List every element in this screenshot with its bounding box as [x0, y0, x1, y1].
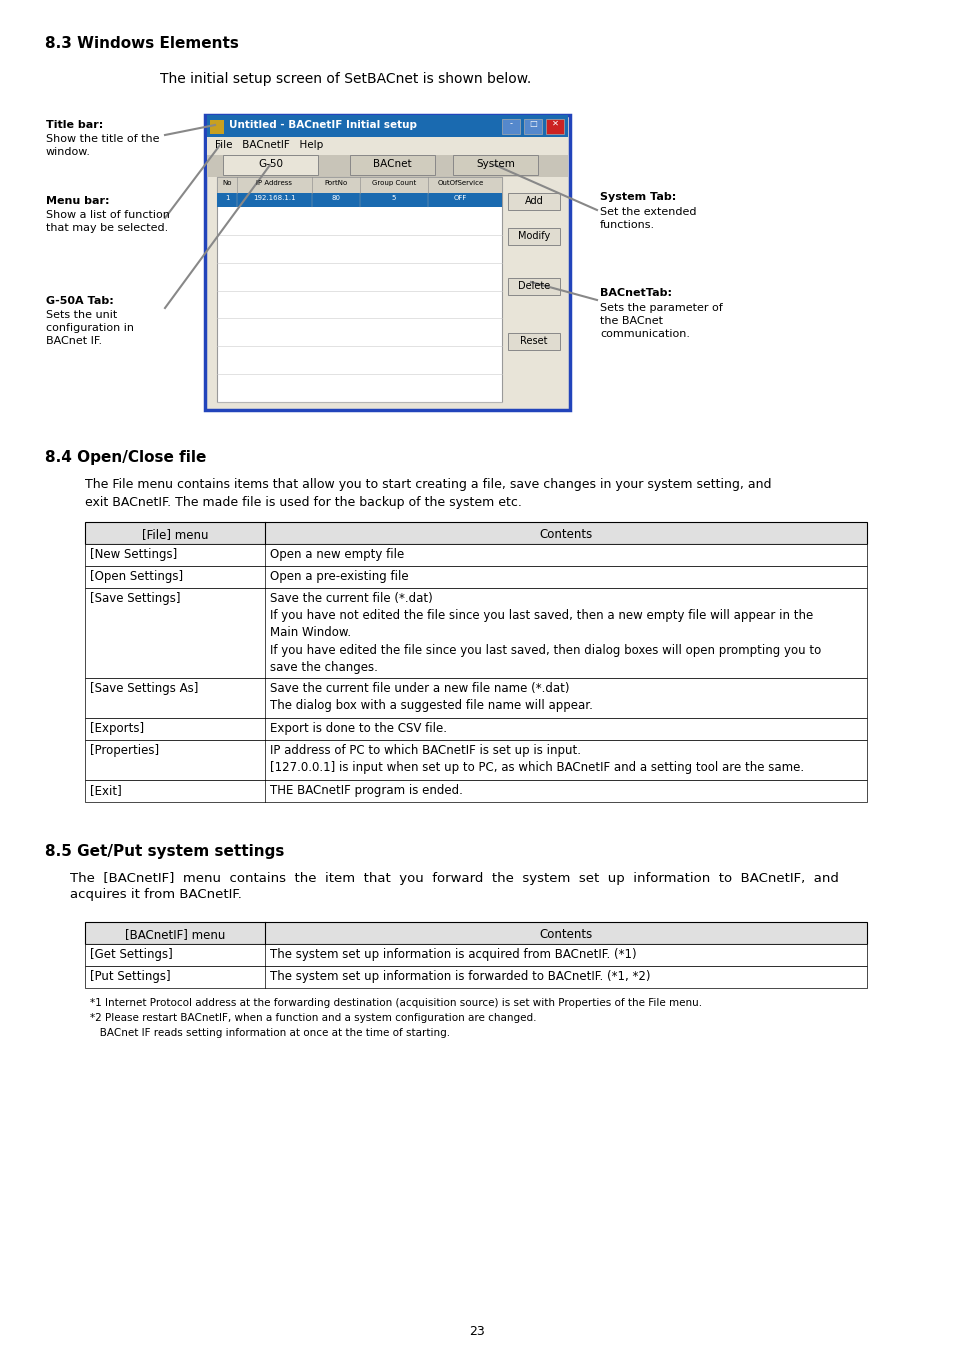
- Text: BACnetTab:: BACnetTab:: [599, 288, 671, 299]
- Text: Open a new empty file: Open a new empty file: [270, 549, 404, 561]
- Text: Untitled - BACnetIF Initial setup: Untitled - BACnetIF Initial setup: [229, 120, 416, 130]
- Bar: [207, 115, 567, 136]
- Text: 1: 1: [225, 195, 229, 201]
- Bar: [205, 115, 569, 409]
- Text: ✕: ✕: [551, 119, 558, 128]
- Text: System: System: [476, 159, 515, 169]
- Bar: [207, 136, 567, 155]
- Bar: [85, 717, 866, 740]
- Text: No: No: [222, 180, 232, 186]
- Text: OFF: OFF: [454, 195, 467, 201]
- Text: The  [BACnetIF]  menu  contains  the  item  that  you  forward  the  system  set: The [BACnetIF] menu contains the item th…: [70, 871, 838, 885]
- Text: Save the current file under a new file name (*.dat)
The dialog box with a sugges: Save the current file under a new file n…: [270, 682, 592, 712]
- Text: [BACnetIF] menu: [BACnetIF] menu: [125, 928, 225, 942]
- Text: -: -: [509, 119, 512, 128]
- Text: acquires it from BACnetIF.: acquires it from BACnetIF.: [70, 888, 242, 901]
- Text: Export is done to the CSV file.: Export is done to the CSV file.: [270, 721, 447, 735]
- Text: *1 Internet Protocol address at the forwarding destination (acquisition source) : *1 Internet Protocol address at the forw…: [90, 998, 701, 1008]
- Text: [Save Settings As]: [Save Settings As]: [90, 682, 198, 694]
- Text: [New Settings]: [New Settings]: [90, 549, 177, 561]
- Text: G-50: G-50: [257, 159, 283, 169]
- Text: Set the extended
functions.: Set the extended functions.: [599, 207, 696, 230]
- Bar: [350, 155, 435, 176]
- Bar: [85, 566, 866, 588]
- Bar: [85, 588, 866, 678]
- Text: [File] menu: [File] menu: [142, 528, 208, 540]
- Text: IP address of PC to which BACnetIF is set up is input.
[127.0.0.1] is input when: IP address of PC to which BACnetIF is se…: [270, 744, 803, 774]
- Bar: [216, 177, 501, 403]
- Bar: [85, 780, 866, 802]
- Bar: [85, 521, 866, 544]
- Bar: [210, 120, 224, 134]
- Bar: [85, 678, 866, 717]
- Bar: [507, 332, 559, 350]
- Text: Sets the unit
configuration in
BACnet IF.: Sets the unit configuration in BACnet IF…: [46, 309, 133, 346]
- Text: 8.5 Get/Put system settings: 8.5 Get/Put system settings: [45, 844, 284, 859]
- Text: [Properties]: [Properties]: [90, 744, 159, 757]
- Text: Open a pre-existing file: Open a pre-existing file: [270, 570, 408, 584]
- Text: 5: 5: [392, 195, 395, 201]
- Text: [Put Settings]: [Put Settings]: [90, 970, 171, 984]
- Text: Modify: Modify: [517, 231, 550, 240]
- Bar: [85, 921, 866, 944]
- Text: The system set up information is forwarded to BACnetIF. (*1, *2): The system set up information is forward…: [270, 970, 650, 984]
- Text: PortNo: PortNo: [324, 180, 347, 186]
- Text: [Open Settings]: [Open Settings]: [90, 570, 183, 584]
- Bar: [504, 177, 564, 403]
- Text: File   BACnetIF   Help: File BACnetIF Help: [214, 141, 323, 150]
- Text: [Exit]: [Exit]: [90, 784, 122, 797]
- Text: [Exports]: [Exports]: [90, 721, 144, 735]
- Text: BACnet: BACnet: [373, 159, 412, 169]
- Text: G-50A Tab:: G-50A Tab:: [46, 296, 113, 305]
- Text: BACnet IF reads setting information at once at the time of starting.: BACnet IF reads setting information at o…: [90, 1028, 450, 1038]
- Text: The system set up information is acquired from BACnetIF. (*1): The system set up information is acquire…: [270, 948, 636, 961]
- Bar: [85, 966, 866, 988]
- Text: Group Count: Group Count: [372, 180, 416, 186]
- Bar: [216, 177, 501, 193]
- Bar: [223, 155, 317, 176]
- Bar: [216, 193, 501, 207]
- Text: OutOfService: OutOfService: [436, 180, 483, 186]
- Text: THE BACnetIF program is ended.: THE BACnetIF program is ended.: [270, 784, 462, 797]
- Bar: [507, 193, 559, 209]
- Bar: [85, 740, 866, 780]
- Text: 8.3 Windows Elements: 8.3 Windows Elements: [45, 36, 238, 51]
- Text: Show the title of the
window.: Show the title of the window.: [46, 134, 159, 157]
- Text: Sets the parameter of
the BACnet
communication.: Sets the parameter of the BACnet communi…: [599, 303, 722, 339]
- Bar: [545, 119, 563, 134]
- Text: The initial setup screen of SetBACnet is shown below.: The initial setup screen of SetBACnet is…: [160, 72, 531, 86]
- Text: Save the current file (*.dat)
If you have not edited the file since you last sav: Save the current file (*.dat) If you hav…: [270, 592, 821, 674]
- Text: 8.4 Open/Close file: 8.4 Open/Close file: [45, 450, 206, 465]
- Text: The File menu contains items that allow you to start creating a file, save chang: The File menu contains items that allow …: [85, 478, 771, 509]
- Text: Show a list of function
that may be selected.: Show a list of function that may be sele…: [46, 209, 170, 234]
- Text: [Save Settings]: [Save Settings]: [90, 592, 180, 605]
- Bar: [507, 228, 559, 245]
- Text: Add: Add: [524, 196, 543, 205]
- Text: Menu bar:: Menu bar:: [46, 196, 110, 205]
- Text: 192.168.1.1: 192.168.1.1: [253, 195, 295, 201]
- Text: 23: 23: [469, 1325, 484, 1337]
- Bar: [507, 278, 559, 295]
- Text: IP Address: IP Address: [256, 180, 293, 186]
- Text: □: □: [529, 119, 537, 128]
- Bar: [523, 119, 541, 134]
- Bar: [207, 155, 567, 177]
- Text: Reset: Reset: [519, 336, 547, 346]
- Text: Contents: Contents: [538, 928, 592, 942]
- Text: Delete: Delete: [517, 281, 550, 290]
- Text: Title bar:: Title bar:: [46, 120, 103, 130]
- Bar: [85, 544, 866, 566]
- Bar: [85, 944, 866, 966]
- Bar: [453, 155, 537, 176]
- Text: System Tab:: System Tab:: [599, 192, 676, 203]
- Bar: [501, 119, 519, 134]
- Text: *2 Please restart BACnetIF, when a function and a system configuration are chang: *2 Please restart BACnetIF, when a funct…: [90, 1013, 536, 1023]
- Text: Contents: Contents: [538, 528, 592, 540]
- Text: 80: 80: [331, 195, 340, 201]
- Text: [Get Settings]: [Get Settings]: [90, 948, 172, 961]
